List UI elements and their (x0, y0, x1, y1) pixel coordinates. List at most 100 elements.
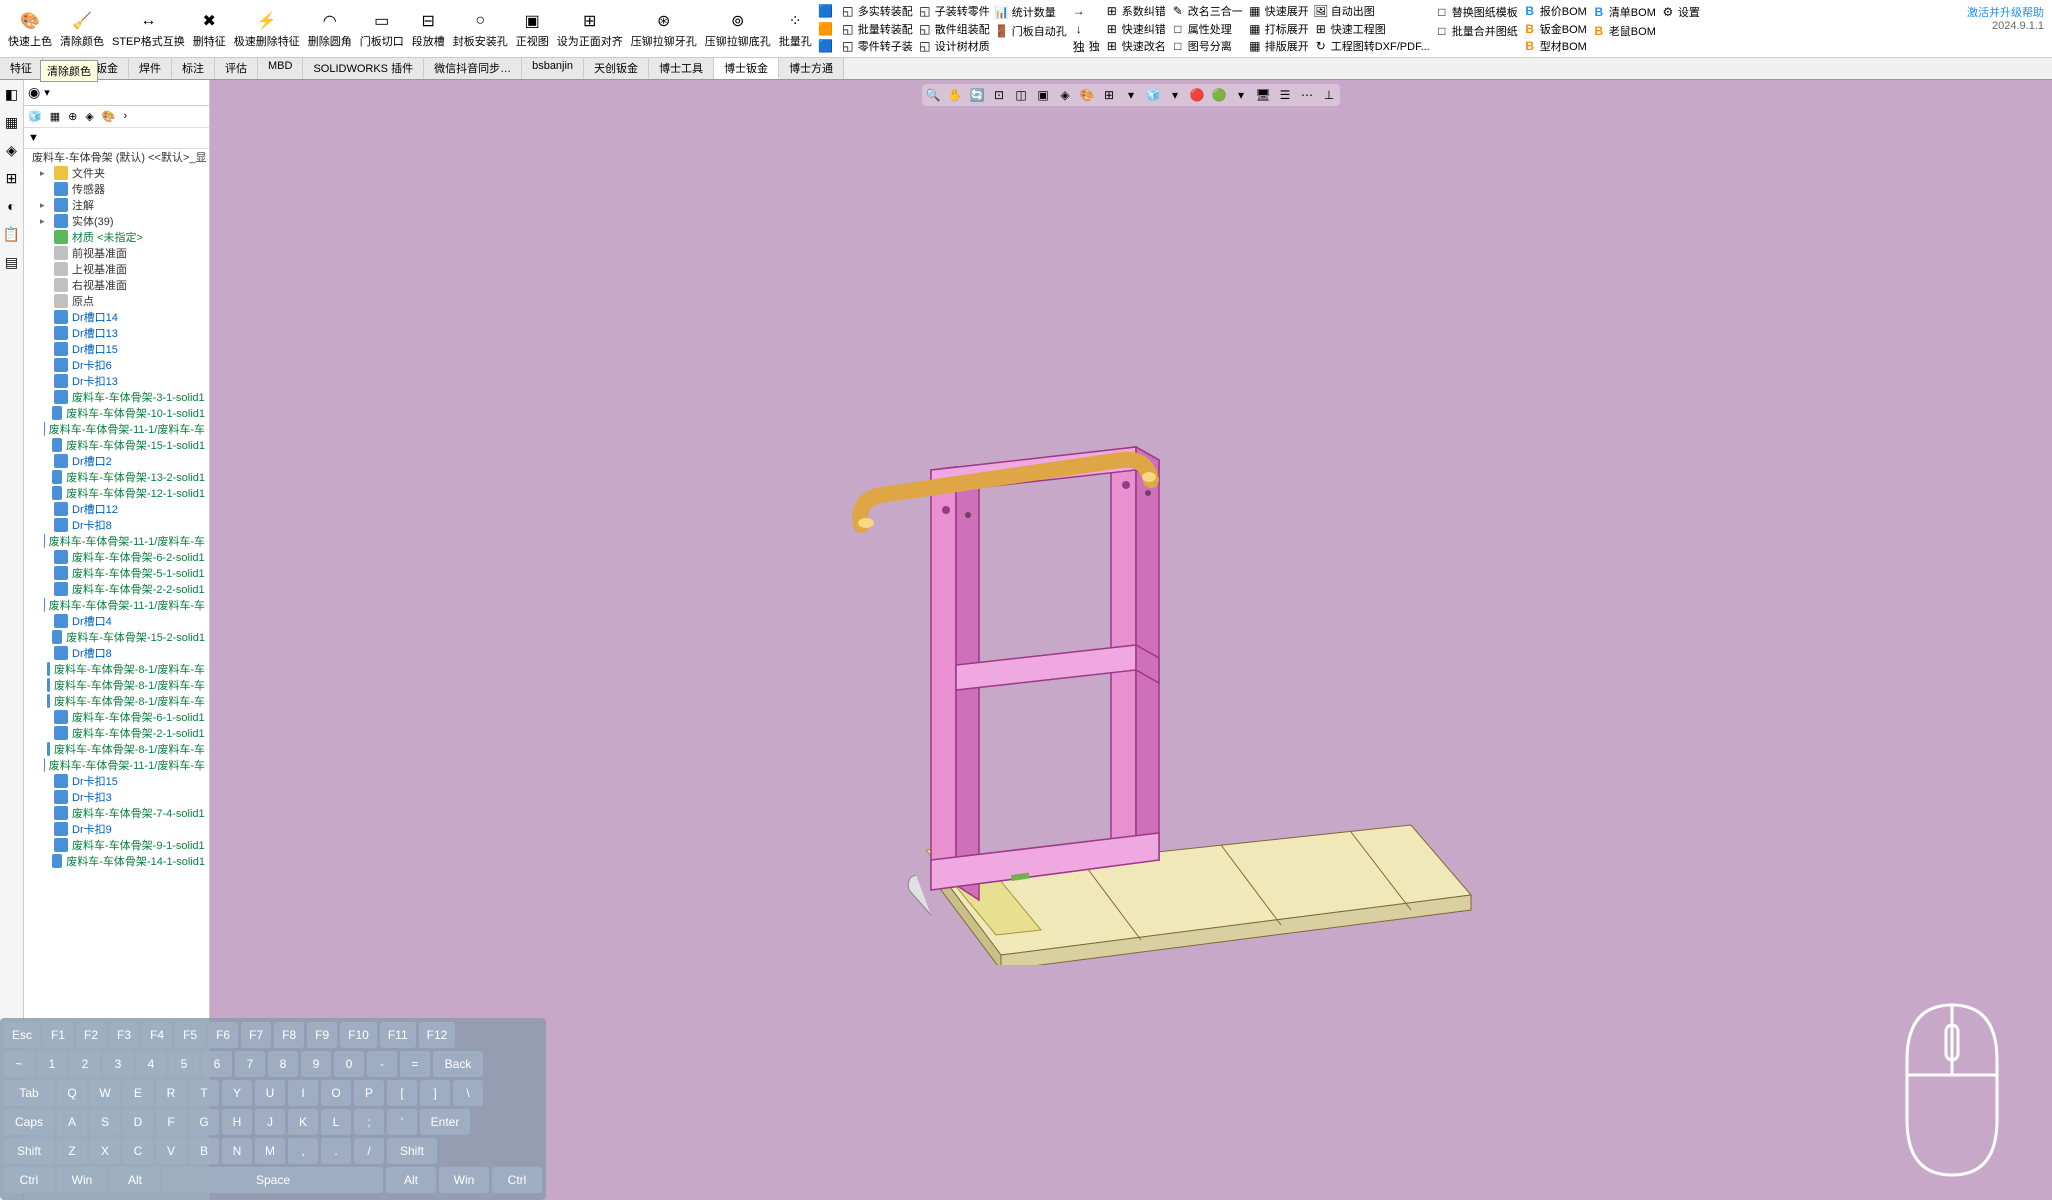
tree-item-1[interactable]: 传感器 (24, 181, 209, 197)
tree-item-37[interactable]: 废料车-车体骨架-11-1/废料车-车 (24, 757, 209, 773)
kb-key-4[interactable]: 4 (136, 1051, 166, 1077)
toolbar-row[interactable]: ◱零件转子装 (840, 37, 913, 55)
toolbar-row[interactable]: B报价BOM (1522, 2, 1587, 20)
kb-key-esc[interactable]: Esc (4, 1022, 40, 1048)
kb-key-5[interactable]: 5 (169, 1051, 199, 1077)
tree-item-25[interactable]: 废料车-车体骨架-5-1-solid1 (24, 565, 209, 581)
tree-item-17[interactable]: 废料车-车体骨架-15-1-solid1 (24, 437, 209, 453)
kb-key-,[interactable]: , (288, 1138, 318, 1164)
toolbar-row[interactable]: □图号分离 (1170, 37, 1243, 55)
kb-key-back[interactable]: Back (433, 1051, 483, 1077)
toolbar-row[interactable]: ◱散件组装配 (917, 20, 990, 38)
sidebar-icon-5[interactable]: ◐ (2, 196, 22, 216)
tree-item-0[interactable]: ▸文件夹 (24, 165, 209, 181)
toolbar-row[interactable]: ↻工程图转DXF/PDF... (1313, 37, 1430, 55)
tree-item-7[interactable]: 右视基准面 (24, 277, 209, 293)
tree-item-5[interactable]: 前视基准面 (24, 245, 209, 261)
tree-item-12[interactable]: Dr卡扣6 (24, 357, 209, 373)
kb-key-y[interactable]: Y (222, 1080, 252, 1106)
kb-key-q[interactable]: Q (57, 1080, 87, 1106)
tree-item-3[interactable]: ▸实体(39) (24, 213, 209, 229)
kb-key-c[interactable]: C (123, 1138, 153, 1164)
kb-key-f10[interactable]: F10 (340, 1022, 377, 1048)
toolbar-row[interactable]: → (1071, 2, 1100, 20)
tree-item-10[interactable]: Dr槽口13 (24, 325, 209, 341)
toolbar-btn-7[interactable]: ⊟段放槽 (408, 2, 449, 55)
sidebar-icon-2[interactable]: ▦ (2, 112, 22, 132)
kb-key-~[interactable]: ~ (4, 1051, 34, 1077)
toolbar-row[interactable]: ▦排版展开 (1247, 37, 1309, 55)
tree-item-43[interactable]: 废料车-车体骨架-14-1-solid1 (24, 853, 209, 869)
toolbar-row[interactable]: 🖼自动出图 (1313, 2, 1430, 20)
kb-key-tab[interactable]: Tab (4, 1080, 54, 1106)
toolbar-btn-2[interactable]: ↔STEP格式互换 (108, 2, 189, 55)
vt-pan-icon[interactable]: ✋ (946, 86, 964, 104)
kb-key-1[interactable]: 1 (37, 1051, 67, 1077)
kb-key-i[interactable]: I (288, 1080, 318, 1106)
kb-key-x[interactable]: X (90, 1138, 120, 1164)
kb-key-][interactable]: ] (420, 1080, 450, 1106)
toolbar-btn-1[interactable]: 🧹清除颜色 (56, 2, 108, 55)
tree-item-27[interactable]: 废料车-车体骨架-11-1/废料车-车 (24, 597, 209, 613)
kb-key-m[interactable]: M (255, 1138, 285, 1164)
toolbar-row[interactable]: 独独 (1071, 37, 1100, 55)
kb-key-/[interactable]: / (354, 1138, 384, 1164)
tree-item-30[interactable]: Dr槽口8 (24, 645, 209, 661)
tree-item-35[interactable]: 废料车-车体骨架-2-1-solid1 (24, 725, 209, 741)
tab-10[interactable]: 天创钣金 (584, 58, 649, 79)
tree-tab-1[interactable]: 🧊 (28, 110, 42, 123)
tab-0[interactable]: 特征 (0, 58, 43, 79)
toolbar-btn-5[interactable]: ◠删除圆角 (304, 2, 356, 55)
kb-key-alt[interactable]: Alt (110, 1167, 160, 1193)
kb-key-2[interactable]: 2 (70, 1051, 100, 1077)
toolbar-btn-3[interactable]: ✖删特征 (189, 2, 230, 55)
toolbar-btn-10[interactable]: ⊞设为正面对齐 (553, 2, 627, 55)
tree-item-15[interactable]: 废料车-车体骨架-10-1-solid1 (24, 405, 209, 421)
tree-tab-6[interactable]: › (124, 110, 128, 123)
toolbar-btn-11[interactable]: ⊛压铆拉铆牙孔 (627, 2, 701, 55)
toolbar-row[interactable]: ⊞系数纠错 (1104, 2, 1166, 20)
tab-9[interactable]: bsbanjin (522, 58, 584, 79)
toolbar-btn-9[interactable]: ▣正视图 (512, 2, 553, 55)
kb-key-o[interactable]: O (321, 1080, 351, 1106)
vt-zoom-icon[interactable]: 🔍 (924, 86, 942, 104)
kb-key-t[interactable]: T (189, 1080, 219, 1106)
tab-5[interactable]: 评估 (215, 58, 258, 79)
toolbar-row[interactable]: ⊞快速工程图 (1313, 20, 1430, 38)
tree-item-14[interactable]: 废料车-车体骨架-3-1-solid1 (24, 389, 209, 405)
kb-key-e[interactable]: E (123, 1080, 153, 1106)
tab-6[interactable]: MBD (258, 58, 303, 79)
kb-key-'[interactable]: ' (387, 1109, 417, 1135)
vt-list-icon[interactable]: ☰ (1276, 86, 1294, 104)
toolbar-btn-8[interactable]: ○封板安装孔 (449, 2, 512, 55)
kb-key-[[interactable]: [ (387, 1080, 417, 1106)
vt-cube-icon[interactable]: 🧊 (1144, 86, 1162, 104)
vt-fit-icon[interactable]: ⊡ (990, 86, 1008, 104)
toolbar-row[interactable]: ▦快速展开 (1247, 2, 1309, 20)
tab-3[interactable]: 焊件 (129, 58, 172, 79)
tree-item-26[interactable]: 废料车-车体骨架-2-2-solid1 (24, 581, 209, 597)
toolbar-row[interactable]: ✎改名三合一 (1170, 2, 1243, 20)
tree-item-33[interactable]: 废料车-车体骨架-8-1/废料车-车 (24, 693, 209, 709)
tree-item-34[interactable]: 废料车-车体骨架-6-1-solid1 (24, 709, 209, 725)
tree-item-23[interactable]: 废料车-车体骨架-11-1/废料车-车 (24, 533, 209, 549)
toolbar-btn-6[interactable]: ▭门板切口 (356, 2, 408, 55)
sidebar-icon-3[interactable]: ◈ (2, 140, 22, 160)
toolbar-row[interactable]: ⚙设置 (1660, 2, 1700, 21)
tab-13[interactable]: 博士方通 (779, 58, 844, 79)
vt-drop2-icon[interactable]: ▾ (1166, 86, 1184, 104)
tree-item-18[interactable]: Dr槽口2 (24, 453, 209, 469)
sidebar-icon-7[interactable]: ▤ (2, 252, 22, 272)
toolbar-row[interactable]: ▦打标展开 (1247, 20, 1309, 38)
tree-item-28[interactable]: Dr槽口4 (24, 613, 209, 629)
kb-key-space[interactable]: Space (163, 1167, 383, 1193)
sidebar-icon-6[interactable]: 📋 (2, 224, 22, 244)
tree-tab-2[interactable]: ▦ (50, 110, 60, 123)
kb-key--[interactable]: - (367, 1051, 397, 1077)
kb-key-3[interactable]: 3 (103, 1051, 133, 1077)
toolbar-row[interactable]: 🟧 (818, 20, 836, 38)
kb-key-7[interactable]: 7 (235, 1051, 265, 1077)
vt-drop1-icon[interactable]: ▾ (1122, 86, 1140, 104)
tab-7[interactable]: SOLIDWORKS 插件 (303, 58, 424, 79)
tree-tab-4[interactable]: ◈ (85, 110, 93, 123)
